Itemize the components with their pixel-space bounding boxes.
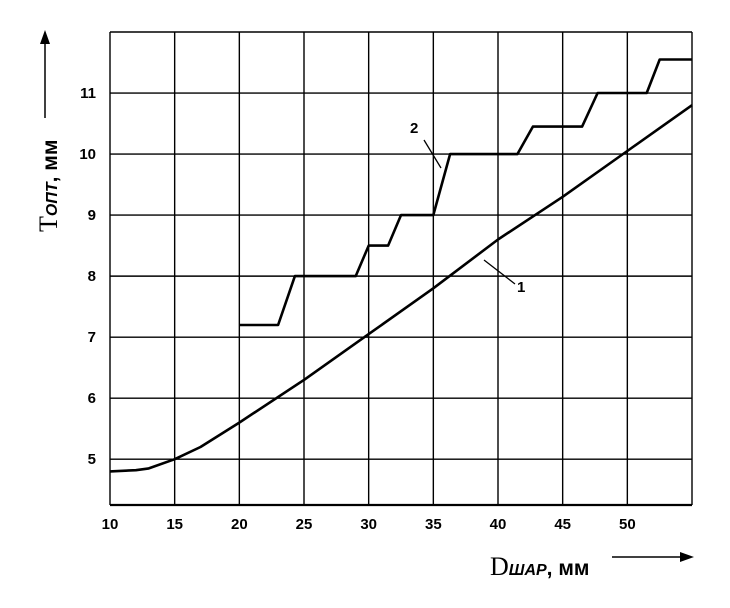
x-tick-label: 20 [231, 516, 248, 533]
leader-line-1 [483, 259, 516, 285]
curve-label-1: 1 [517, 279, 525, 296]
y-tick-label: 10 [79, 146, 96, 163]
series-line-2 [239, 58, 692, 327]
y-tick-label: 9 [88, 207, 96, 224]
x-tick-label: 30 [360, 516, 377, 533]
x-tick-label: 40 [490, 516, 507, 533]
y-tick-label: 11 [80, 85, 96, 102]
y-tick-label: 6 [88, 390, 96, 407]
series-line-1 [109, 104, 693, 473]
series-layer [109, 58, 693, 473]
x-axis-arrow-head [680, 552, 694, 562]
y-tick-label: 7 [88, 329, 96, 346]
x-tick-label: 10 [102, 516, 119, 533]
x-axis-title-sub: ШАР [509, 562, 547, 579]
curve-label-2: 2 [410, 120, 418, 137]
x-axis-title-unit: , мм [547, 557, 590, 580]
y-tick-label: 8 [88, 268, 96, 285]
y-tick-label: 5 [88, 451, 96, 468]
grid [109, 31, 693, 507]
ticks-layer: 10 15 20 25 30 35 40 45 50 5 6 7 8 9 10 11 [79, 85, 635, 533]
y-axis-title-unit: , мм [39, 140, 62, 183]
x-tick-label: 15 [166, 516, 183, 533]
y-axis-title-main: T [34, 216, 63, 232]
y-axis-title: TОПТ, мм [34, 140, 63, 232]
y-axis-title-sub: ОПТ [44, 181, 61, 216]
leader-line-2 [423, 139, 442, 169]
x-tick-label: 35 [425, 516, 442, 533]
x-tick-label: 50 [619, 516, 636, 533]
y-axis-arrow-head [40, 30, 50, 44]
x-tick-label: 45 [554, 516, 571, 533]
x-axis-title: DШАР, мм [490, 552, 589, 581]
x-axis-title-main: D [490, 552, 509, 581]
x-tick-label: 25 [296, 516, 313, 533]
